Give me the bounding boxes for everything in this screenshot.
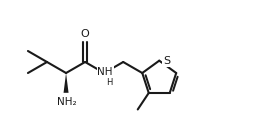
- Text: NH: NH: [97, 67, 113, 77]
- Text: S: S: [163, 56, 170, 66]
- Text: NH₂: NH₂: [57, 97, 77, 107]
- Text: O: O: [81, 29, 90, 39]
- Text: H: H: [106, 78, 112, 87]
- Polygon shape: [64, 73, 69, 93]
